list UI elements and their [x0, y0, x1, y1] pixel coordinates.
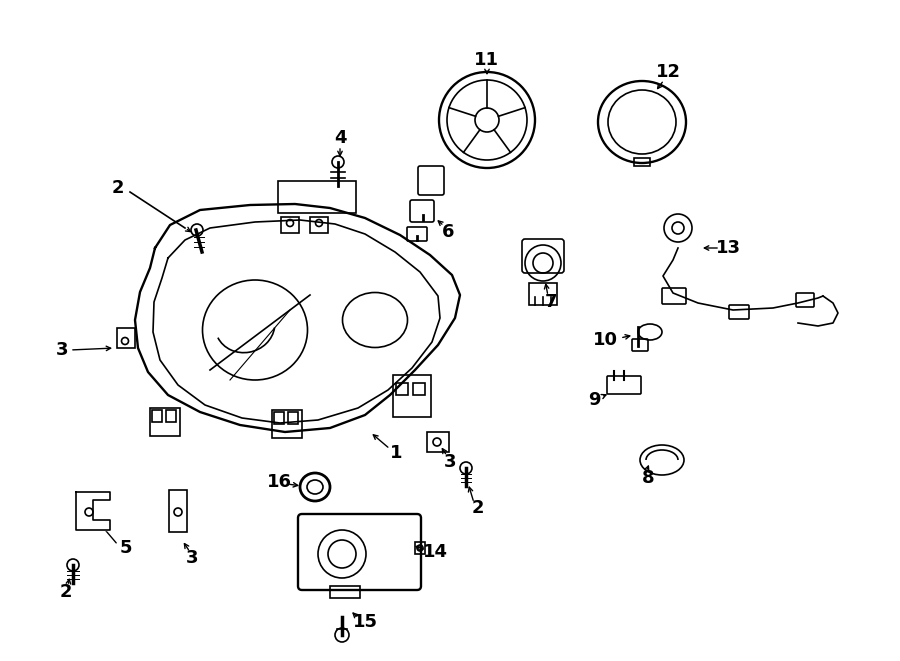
Text: 3: 3 [56, 341, 68, 359]
Text: 4: 4 [334, 129, 346, 147]
Polygon shape [608, 377, 640, 393]
Text: 8: 8 [642, 469, 654, 487]
Text: 1: 1 [390, 444, 402, 462]
Text: 14: 14 [422, 543, 447, 561]
Text: 7: 7 [544, 293, 557, 311]
Text: 9: 9 [588, 391, 600, 409]
Text: 12: 12 [655, 63, 680, 81]
Text: 2: 2 [112, 179, 124, 197]
Text: 15: 15 [353, 613, 377, 631]
Text: 3: 3 [185, 549, 198, 567]
Text: 3: 3 [444, 453, 456, 471]
Text: 13: 13 [716, 239, 741, 257]
Text: 16: 16 [266, 473, 292, 491]
Text: 6: 6 [442, 223, 454, 241]
Text: 2: 2 [59, 583, 72, 601]
Polygon shape [76, 492, 110, 530]
Text: 2: 2 [472, 499, 484, 517]
Polygon shape [135, 204, 460, 432]
Text: 10: 10 [592, 331, 617, 349]
Text: 5: 5 [120, 539, 132, 557]
Text: 11: 11 [473, 51, 499, 69]
